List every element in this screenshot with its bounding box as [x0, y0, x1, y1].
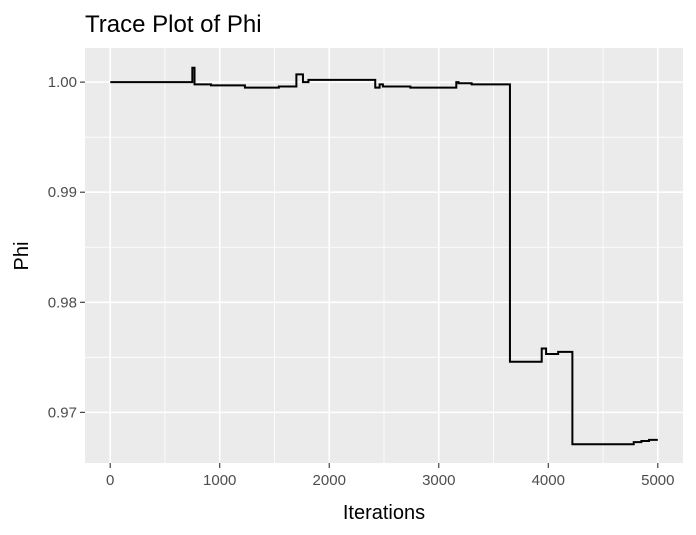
y-tick-label: 1.00: [48, 74, 77, 91]
x-tick-label: 0: [106, 472, 114, 489]
trace-line: [110, 66, 658, 446]
minor-gridlines: [85, 48, 683, 463]
x-tick-label: 3000: [422, 472, 455, 489]
y-tick-label: 0.97: [48, 404, 77, 421]
x-tick-label: 2000: [313, 472, 346, 489]
x-axis-title: Iterations: [343, 502, 425, 524]
x-tick-label: 5000: [641, 472, 674, 489]
x-tick-label: 1000: [203, 472, 236, 489]
x-tick-label: 4000: [532, 472, 565, 489]
chart-title: Trace Plot of Phi: [85, 11, 262, 38]
y-tick-label: 0.99: [48, 184, 77, 201]
x-axis: 0 1000 2000 3000 4000 5000: [106, 463, 674, 489]
y-axis-title: Phi: [11, 242, 33, 271]
y-axis: 0.97 0.98 0.99 1.00: [48, 74, 85, 421]
y-tick-label: 0.98: [48, 294, 77, 311]
